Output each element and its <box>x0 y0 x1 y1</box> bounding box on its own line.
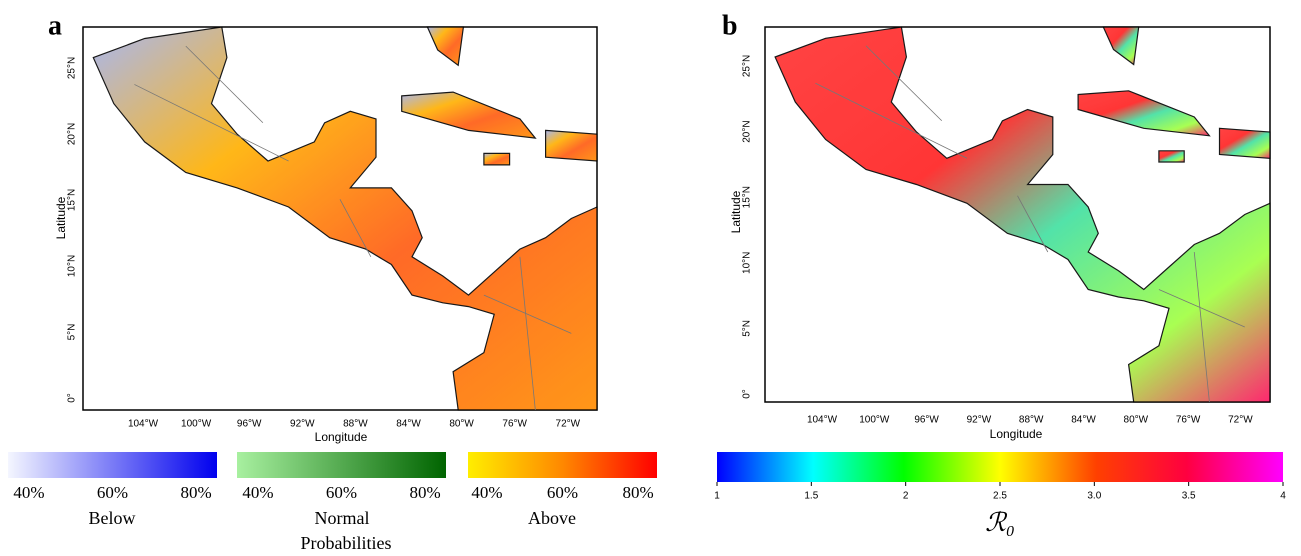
border-line <box>815 82 968 159</box>
border-line <box>519 256 536 411</box>
landmass <box>774 26 1271 403</box>
legend-tick-label: 80% <box>623 483 654 502</box>
y-tick-label: 10°N <box>67 255 78 277</box>
y-tick-label: 20°N <box>67 123 78 145</box>
x-tick-label: 72°W <box>1228 415 1253 426</box>
legend-name: Below <box>89 508 136 528</box>
border-line <box>1193 251 1210 403</box>
colorbar-tick-label: 3.5 <box>1182 491 1196 502</box>
y-tick-label: 0° <box>67 393 78 403</box>
legend-tick-label: 60% <box>547 483 578 502</box>
colorbar-tick-label: 1.5 <box>804 491 818 502</box>
border-line <box>134 84 289 162</box>
x-axis-label: Longitude <box>315 430 368 444</box>
x-tick-label: 84°W <box>396 419 421 430</box>
colorbar-tick-label: 2.5 <box>993 491 1007 502</box>
y-tick-label: 10°N <box>742 252 753 274</box>
colorbar-tick-label: 2 <box>903 491 909 502</box>
x-tick-label: 92°W <box>290 419 315 430</box>
legend-tick-label: 40% <box>471 483 502 502</box>
x-tick-label: 88°W <box>1019 415 1044 426</box>
landmass <box>92 26 598 411</box>
colorbar-tick-label: 3.0 <box>1087 491 1101 502</box>
x-tick-label: 96°W <box>914 415 939 426</box>
border-line <box>865 45 943 122</box>
landmass <box>426 26 465 67</box>
legend-bar <box>468 452 657 478</box>
x-tick-label: 80°W <box>1124 415 1149 426</box>
legend-tick-label: 40% <box>242 483 273 502</box>
colorbar-tick-label: 4 <box>1280 491 1286 502</box>
legend-bar <box>8 452 217 478</box>
landmass <box>1158 150 1185 163</box>
x-tick-label: 76°W <box>1176 415 1201 426</box>
border-line <box>483 294 572 334</box>
colorbar <box>717 452 1283 482</box>
border-line <box>185 45 264 124</box>
legend-tick-label: 80% <box>181 483 212 502</box>
x-tick-label: 100°W <box>859 415 890 426</box>
x-tick-label: 104°W <box>128 419 159 430</box>
y-tick-label: 25°N <box>742 55 753 77</box>
legend-name: Above <box>528 508 576 528</box>
y-tick-label: 0° <box>742 389 753 399</box>
x-tick-label: 104°W <box>807 415 838 426</box>
landmass <box>1218 127 1271 159</box>
border-line <box>1017 195 1049 253</box>
panel-b: b Longitude Latitude ℛ₀ 104°W 100°W 96°W 92… <box>714 10 1286 537</box>
border-line <box>339 199 372 257</box>
x-tick-label: 72°W <box>556 419 581 430</box>
colorbar-label: ℛ₀ <box>985 508 1015 537</box>
y-tick-label: 5°N <box>742 320 753 337</box>
x-tick-label: 84°W <box>1071 415 1096 426</box>
y-tick-label: 5°N <box>67 324 78 341</box>
x-tick-label: 100°W <box>181 419 212 430</box>
panel-a: a Longitude Latitude Below Normal Above … <box>8 10 657 553</box>
legend-name: Normal <box>315 508 370 528</box>
legend-bar <box>237 452 446 478</box>
landmass <box>544 129 598 162</box>
x-axis-label: Longitude <box>990 427 1043 441</box>
landmass <box>1102 26 1140 66</box>
border-line <box>1158 289 1245 328</box>
legend-tick-label: 80% <box>410 483 441 502</box>
x-tick-label: 96°W <box>237 419 262 430</box>
y-tick-label: 15°N <box>742 186 753 208</box>
landmass <box>1077 90 1211 137</box>
x-tick-label: 76°W <box>502 419 527 430</box>
legend-tick-label: 60% <box>326 483 357 502</box>
y-axis-label: Latitude <box>729 190 743 233</box>
y-axis-label: Latitude <box>54 196 68 239</box>
legend-tick-label: 40% <box>13 483 44 502</box>
colorbar-tick-label: 1 <box>714 491 720 502</box>
x-tick-label: 88°W <box>343 419 368 430</box>
x-tick-label: 92°W <box>967 415 992 426</box>
y-tick-label: 25°N <box>67 57 78 79</box>
panel-label: b <box>722 10 738 41</box>
landmass <box>401 91 537 139</box>
y-tick-label: 20°N <box>742 120 753 142</box>
legend-tick-label: 60% <box>97 483 128 502</box>
landmass <box>483 152 511 166</box>
y-tick-label: 15°N <box>67 189 78 211</box>
legend-title: Probabilities <box>301 533 392 553</box>
x-tick-label: 80°W <box>449 419 474 430</box>
panel-label: a <box>48 10 62 41</box>
